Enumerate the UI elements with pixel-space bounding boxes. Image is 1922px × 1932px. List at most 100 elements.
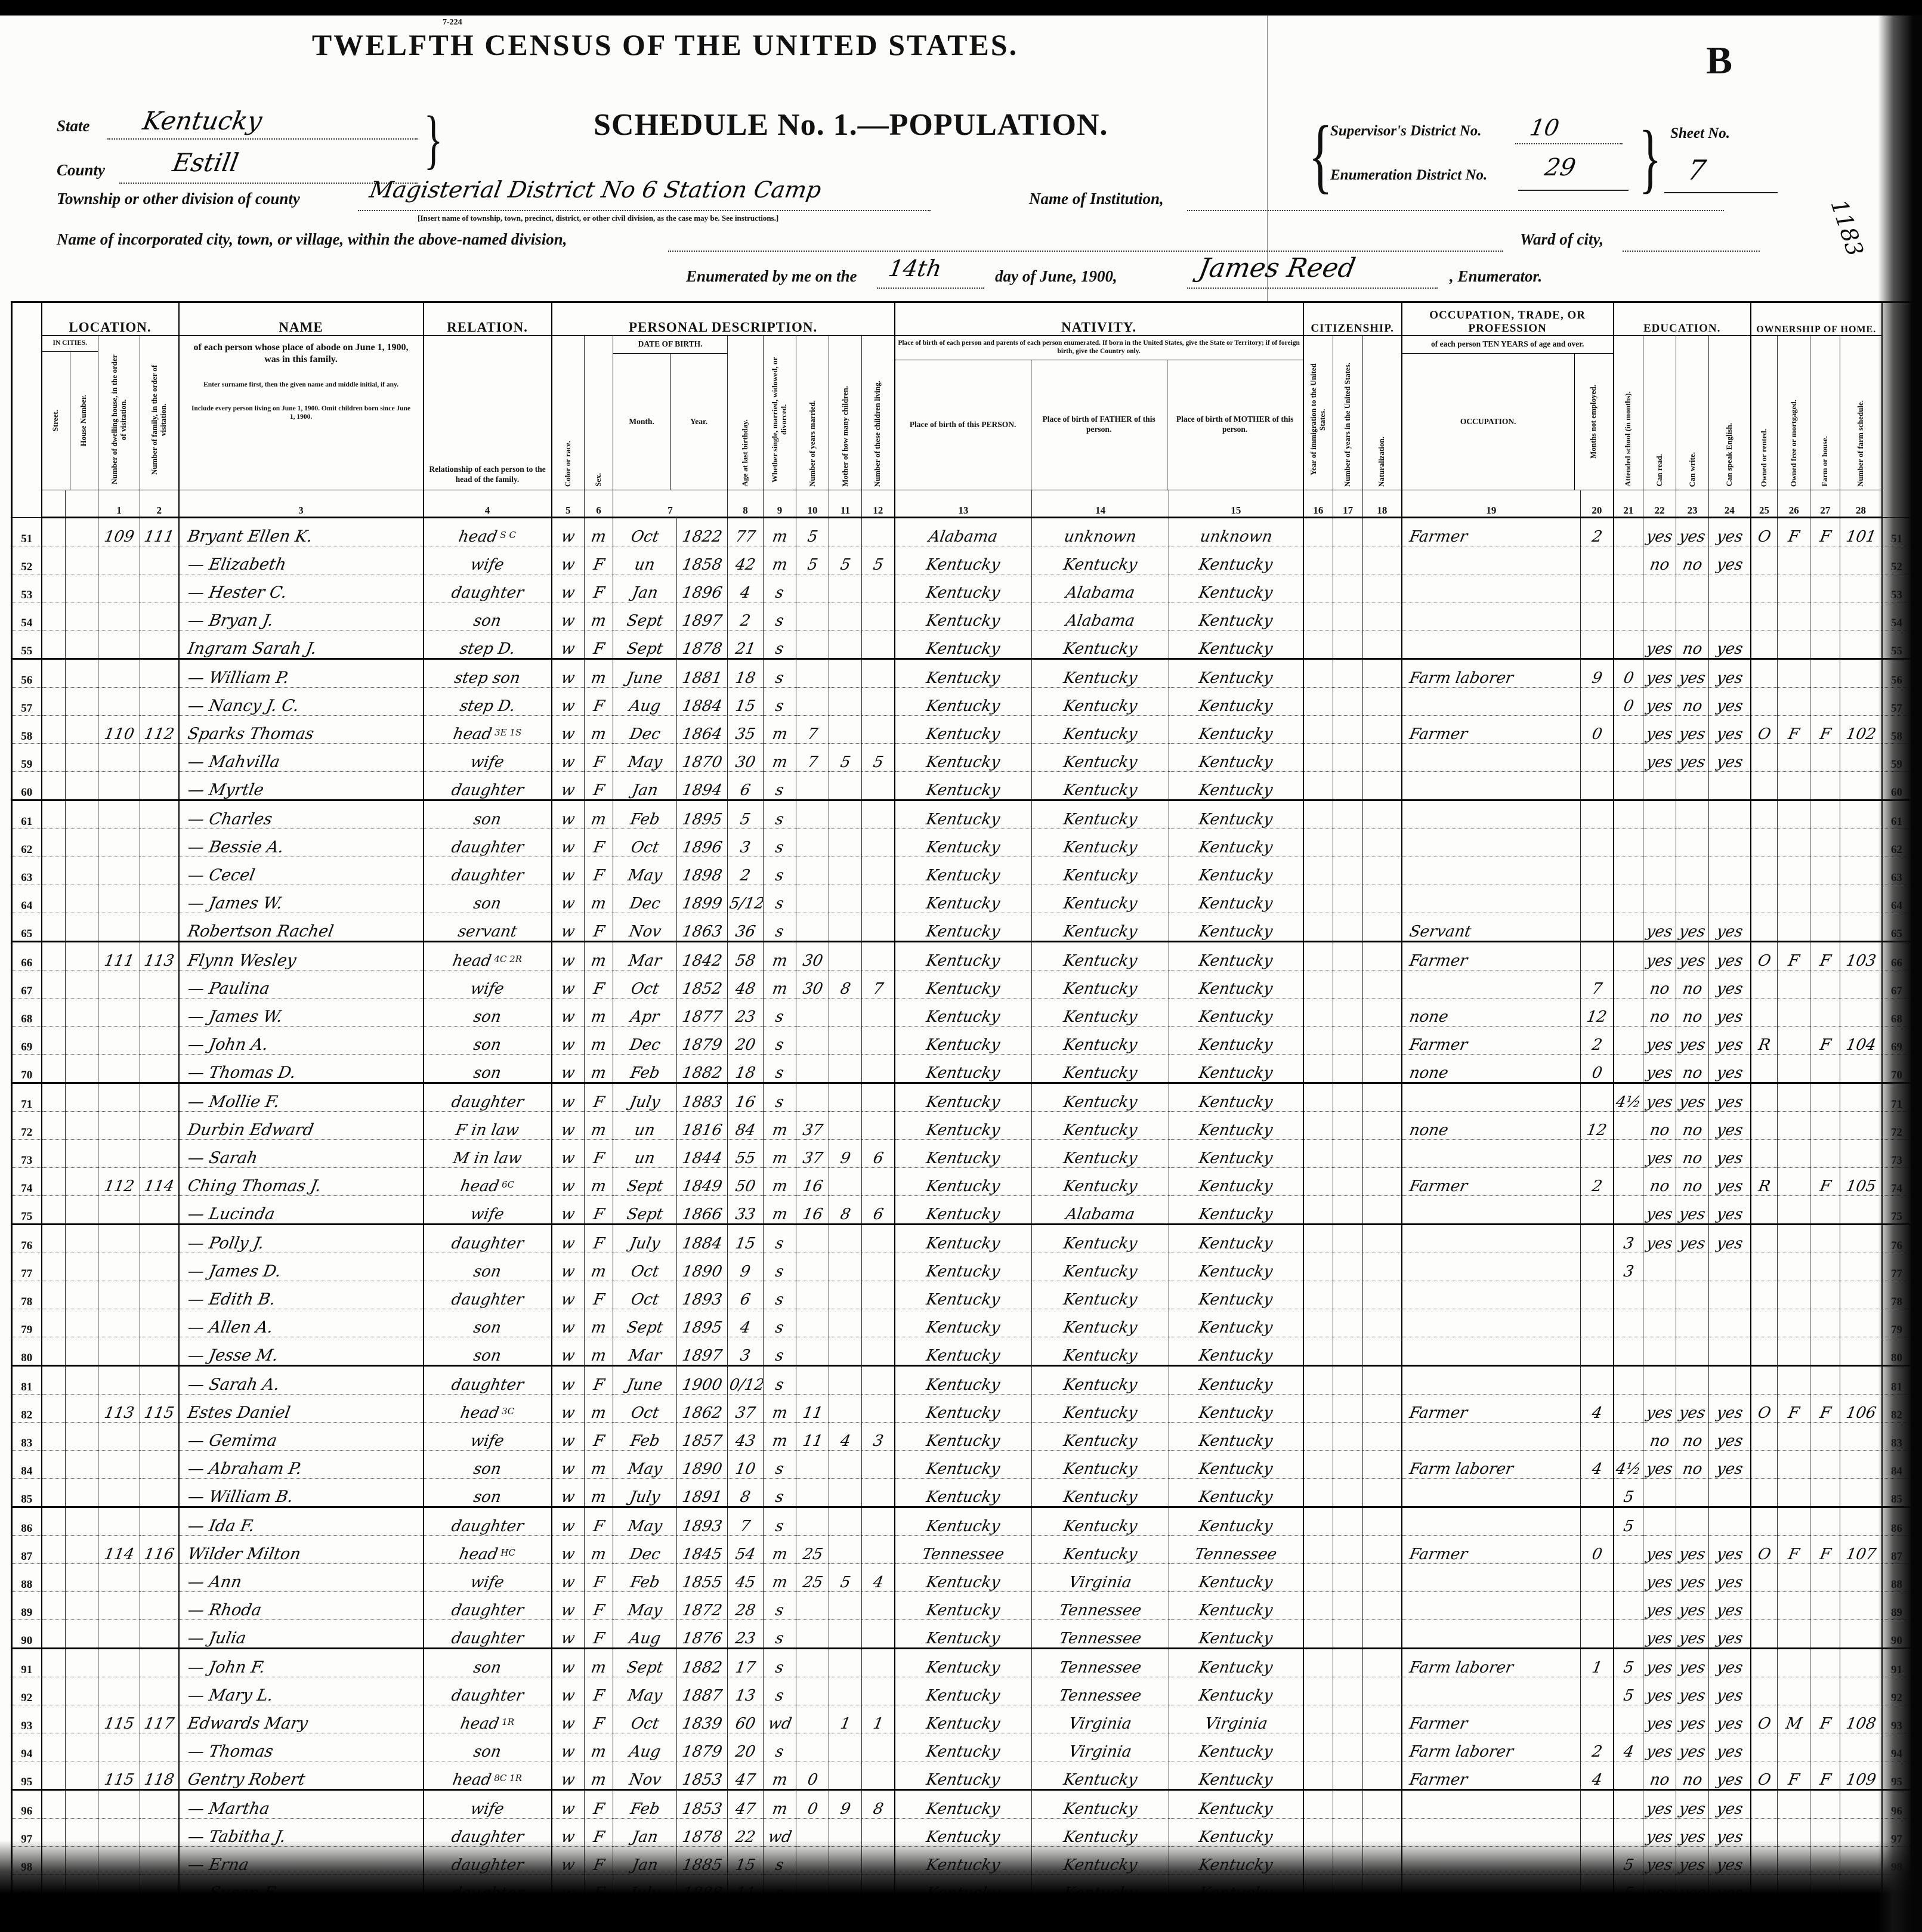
cell-mb [829,715,863,744]
cell-street [41,1365,66,1395]
cell-mb: 4 [829,1422,863,1451]
cell-fam [140,602,180,630]
cell-house [65,1309,98,1337]
cell-mb [829,687,863,716]
cell-mne [1580,1365,1614,1395]
cell-rel: wife [422,1563,552,1592]
cell-ym: 7 [796,743,830,772]
cell-age: 15 [727,687,764,716]
cell-mb [829,857,863,885]
cell-mar: s [763,913,797,942]
cell-ln: 94 [11,1733,42,1761]
cell-cl: 6 [861,1195,895,1225]
cell-ln: 63 [11,857,42,885]
cell-bmo: Oct [613,517,678,546]
cell-yus [1333,546,1364,574]
cell-mar: s [763,771,797,801]
cell-occ [1401,1422,1581,1451]
cell-pm: Kentucky [1169,1422,1304,1451]
cell-rd: yes [1643,1677,1677,1705]
cell-rd: yes [1643,1619,1677,1649]
cell-occ: none [1401,1111,1581,1140]
cell-ym [796,1253,830,1281]
cell-ym [796,1677,830,1705]
cell-ym: 25 [796,1563,830,1592]
name-desc-1: of each person whose place of abode on J… [193,342,409,364]
cell-ym: 30 [796,941,830,970]
cell-fh [1810,743,1841,772]
colnum-18: 18 [1362,490,1402,518]
cell-rel: son [422,1026,552,1055]
cell-dw [98,1450,140,1479]
cell-own [1750,687,1778,716]
cell-fs [1840,1563,1883,1592]
cell-sch [1612,546,1644,574]
cell-color: w [551,857,585,885]
cell-pm: Kentucky [1169,1111,1304,1140]
cell-rel: son [422,885,552,913]
cell-mne [1580,771,1614,801]
cell-fs [1840,574,1883,602]
cell-wr [1676,857,1710,885]
cell-fam [140,574,180,602]
cell-cl: 1 [861,1705,895,1733]
cell-age: 15 [727,1224,764,1253]
cell-pf: Kentucky [1031,1309,1170,1337]
cell-street [41,1167,66,1196]
cell-mne [1580,1478,1614,1508]
census-row: 95 115 118 Gentry Robert head 8C 1R w m Nov 1853 4… [11,1761,1912,1791]
cell-bmo: Oct [613,1394,678,1423]
cell-mne: 1 [1580,1648,1614,1677]
cell-fm [1777,1224,1811,1253]
institution-label: Name of Institution, [1029,190,1164,208]
cell-street [41,1026,66,1055]
cell-color: w [551,1422,585,1451]
cell-imm [1302,1195,1334,1225]
cell-color: w [551,687,585,716]
cell-mne [1580,829,1614,857]
cell-yus [1333,602,1364,630]
cell-street [41,1224,66,1253]
cell-rd [1643,1365,1677,1395]
cell-ln: 81 [11,1365,42,1395]
cell-pm: Kentucky [1169,1563,1304,1592]
sheet-label: Sheet No. [1670,125,1730,141]
cell-fs [1840,1139,1883,1168]
in-cities-label: IN CITIES. [42,336,98,352]
cell-byr: 1816 [676,1111,728,1140]
colnum-9: 9 [763,490,797,518]
cell-ln: 52 [11,546,42,574]
cell-yus [1333,1761,1364,1791]
sheet-value: 7 [1685,154,1709,186]
cell-age: 0/12 [727,1365,764,1395]
cell-house [65,1789,98,1819]
cell-sex: m [584,941,614,970]
census-row: 86— Ida F. daughter w F May 1893 7 s Kentucky Ken… [11,1507,1912,1536]
cell-street [41,517,66,546]
cell-mb [829,1083,863,1112]
cell-imm [1302,743,1334,772]
census-row: 87 114 116 Wilder Milton head HC w m Dec 1845 54 m 2… [11,1535,1912,1564]
cell-yus [1333,771,1364,801]
cell-ln: 67 [11,970,42,999]
cell-fm [1777,1648,1811,1677]
cell-pm: Kentucky [1169,771,1304,801]
cell-mne [1580,941,1614,970]
cell-imm [1302,1394,1334,1423]
group-citizenship: CITIZENSHIP. [1302,302,1402,336]
cell-ym: 11 [796,1394,830,1423]
enumerated-suffix: day of June, 1900, [995,267,1117,285]
city-label: Name of incorporated city, town, or vill… [57,230,567,248]
cell-age: 23 [727,998,764,1027]
cell-fm [1777,998,1811,1027]
cell-imm [1302,1026,1334,1055]
cell-mne [1580,1337,1614,1367]
cell-fm [1777,885,1811,913]
cell-pm: Kentucky [1169,829,1304,857]
cell-street [41,1761,66,1791]
cell-house [65,1507,98,1536]
cell-occ [1401,1563,1581,1592]
cell-en [1708,1507,1751,1536]
margin-note: 1183 [1825,196,1869,259]
cell-sex: F [584,1224,614,1253]
